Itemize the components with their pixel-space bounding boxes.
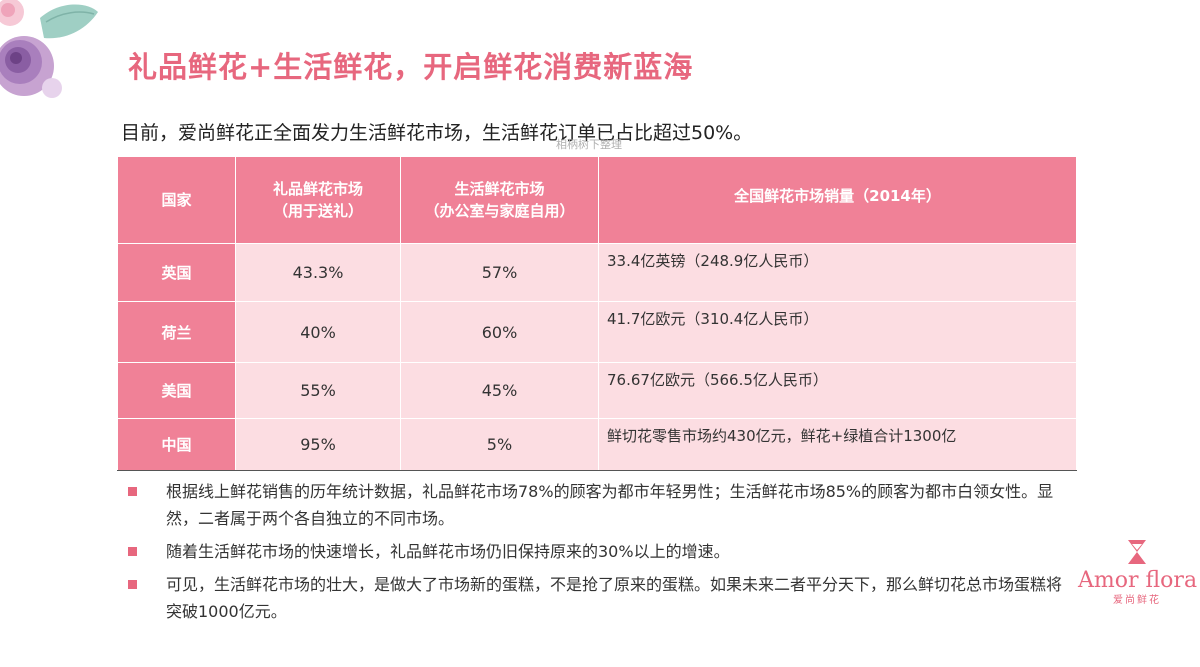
header-gift-note: （用于送礼） [272, 202, 363, 220]
life-share-cell: 5% [400, 418, 599, 471]
list-item: 随着生活鲜花市场的快速增长，礼品鲜花市场仍旧保持原来的30%以上的增速。 [128, 538, 1068, 565]
brand-logo: Amor flora 爱尚鲜花 [1078, 538, 1198, 608]
gift-share-cell: 95% [235, 418, 401, 471]
total-sales-cell: 鲜切花零售市场约430亿元，鲜花+绿植合计1300亿 [598, 418, 1077, 471]
slide-title: 礼品鲜花+生活鲜花，开启鲜花消费新蓝海 [128, 50, 694, 84]
life-share-cell: 60% [400, 301, 599, 363]
country-cell: 英国 [117, 243, 236, 302]
header-gift-title: 礼品鲜花市场 [272, 180, 363, 198]
table-header-row: 国家 礼品鲜花市场 （用于送礼） 生活鲜花市场 （办公室与家庭自用） 全国鲜花市… [117, 156, 1077, 244]
life-share-cell: 45% [400, 362, 599, 419]
logo-name: Amor flora [1078, 568, 1198, 593]
header-country: 国家 [117, 156, 236, 244]
square-bullet-icon [128, 547, 137, 556]
header-life-note: （办公室与家庭自用） [424, 202, 575, 220]
table-row: 荷兰 40% 60% 41.7亿欧元（310.4亿人民币） [117, 301, 1077, 363]
square-bullet-icon [128, 487, 137, 496]
list-item: 可见，生活鲜花市场的壮大，是做大了市场新的蛋糕，不是抢了原来的蛋糕。如果未来二者… [128, 571, 1068, 625]
total-sales-cell: 33.4亿英镑（248.9亿人民币） [598, 243, 1077, 302]
hourglass-logo-icon [1128, 540, 1146, 564]
square-bullet-icon [128, 580, 137, 589]
bullet-list: 根据线上鲜花销售的历年统计数据，礼品鲜花市场78%的顾客为都市年轻男性；生活鲜花… [128, 478, 1068, 631]
country-cell: 中国 [117, 418, 236, 471]
bullet-text: 随着生活鲜花市场的快速增长，礼品鲜花市场仍旧保持原来的30%以上的增速。 [166, 542, 730, 561]
flower-decoration-icon [0, 0, 98, 98]
header-country-label: 国家 [161, 191, 192, 209]
gift-share-cell: 40% [235, 301, 401, 363]
header-life-title: 生活鲜花市场 [454, 180, 545, 198]
watermark-text: 相柄树下整理 [556, 138, 622, 151]
total-sales-cell: 41.7亿欧元（310.4亿人民币） [598, 301, 1077, 363]
logo-subtitle: 爱尚鲜花 [1113, 595, 1161, 606]
life-share-cell: 57% [400, 243, 599, 302]
slide-subtitle: 目前，爱尚鲜花正全面发力生活鲜花市场，生活鲜花订单已占比超过50%。 [121, 122, 753, 144]
country-cell: 美国 [117, 362, 236, 419]
list-item: 根据线上鲜花销售的历年统计数据，礼品鲜花市场78%的顾客为都市年轻男性；生活鲜花… [128, 478, 1068, 532]
country-cell: 荷兰 [117, 301, 236, 363]
gift-share-cell: 43.3% [235, 243, 401, 302]
total-sales-cell: 76.67亿欧元（566.5亿人民币） [598, 362, 1077, 419]
header-gift-market: 礼品鲜花市场 （用于送礼） [235, 156, 401, 244]
bullet-text: 根据线上鲜花销售的历年统计数据，礼品鲜花市场78%的顾客为都市年轻男性；生活鲜花… [166, 482, 1054, 528]
gift-share-cell: 55% [235, 362, 401, 419]
table-row: 美国 55% 45% 76.67亿欧元（566.5亿人民币） [117, 362, 1077, 419]
market-table: 国家 礼品鲜花市场 （用于送礼） 生活鲜花市场 （办公室与家庭自用） 全国鲜花市… [117, 156, 1077, 471]
table-row: 中国 95% 5% 鲜切花零售市场约430亿元，鲜花+绿植合计1300亿 [117, 418, 1077, 471]
header-total-market: 全国鲜花市场销量（2014年） [598, 156, 1077, 244]
header-total-label: 全国鲜花市场销量（2014年） [734, 187, 941, 205]
table-row: 英国 43.3% 57% 33.4亿英镑（248.9亿人民币） [117, 243, 1077, 302]
bullet-text: 可见，生活鲜花市场的壮大，是做大了市场新的蛋糕，不是抢了原来的蛋糕。如果未来二者… [166, 575, 1063, 621]
header-life-market: 生活鲜花市场 （办公室与家庭自用） [400, 156, 599, 244]
